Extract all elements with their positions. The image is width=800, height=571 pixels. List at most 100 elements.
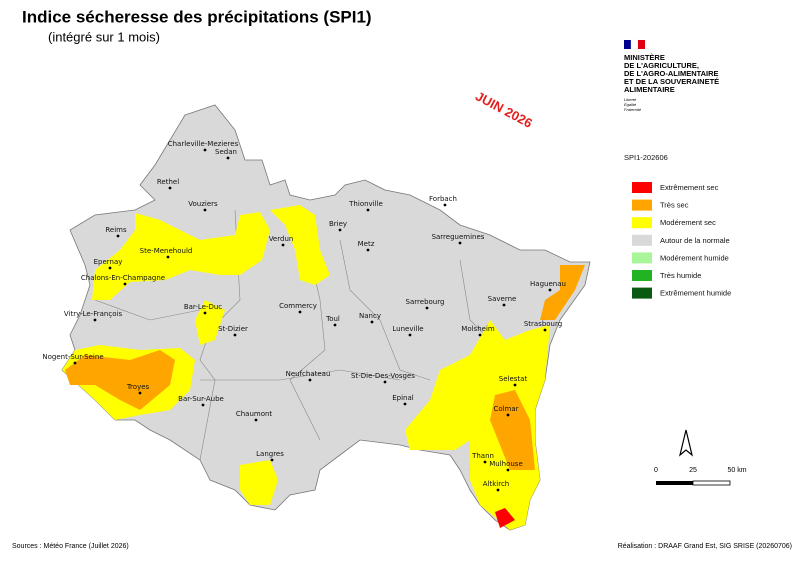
city-dot: [73, 361, 77, 365]
city-label: Altkirch: [483, 480, 510, 488]
dept-border: [200, 369, 401, 381]
city-label: Nogent-Sur-Seine: [42, 353, 103, 361]
city-label: Vouziers: [188, 200, 218, 208]
city-dot: [166, 255, 170, 259]
city-dot: [108, 266, 112, 270]
city-label: Charleville-Mezieres: [168, 140, 239, 148]
drought-zone: [92, 212, 270, 300]
legend-swatch: [632, 270, 652, 281]
flag-white: [630, 39, 639, 50]
city-label: Thann: [471, 452, 494, 460]
city-label: Haguenau: [530, 280, 566, 288]
drought-zone: [540, 265, 585, 320]
city-dot: [203, 148, 207, 152]
city-label: Sedan: [215, 148, 237, 156]
city-dot: [543, 328, 547, 332]
city-dot: [366, 208, 370, 212]
legend-title: SPI1-202606: [624, 153, 668, 162]
city-dot: [483, 460, 487, 464]
city-label: Langres: [256, 450, 284, 458]
drought-zone: [65, 350, 175, 410]
drought-zone: [240, 460, 278, 505]
city-dot: [123, 282, 127, 286]
city-label: Neufchateau: [286, 370, 331, 378]
legend-swatch: [632, 234, 652, 246]
city-label: Verdun: [269, 235, 294, 243]
city-label: Vitry-Le-François: [64, 310, 123, 318]
city-label: Troyes: [126, 383, 150, 391]
scale-label: 25: [689, 467, 697, 474]
city-dot: [116, 234, 120, 238]
city-label: Molsheim: [461, 325, 495, 333]
city-dot: [366, 248, 370, 252]
city-label: Sarreguemines: [432, 233, 485, 241]
city-dot: [233, 333, 237, 337]
credit: Réalisation : DRAAF Grand Est, SIG SRISE…: [618, 543, 792, 550]
city-dot: [333, 323, 337, 327]
city-label: Sarrebourg: [406, 298, 445, 306]
city-dot: [93, 318, 97, 322]
city-dot: [168, 186, 172, 190]
city-dot: [513, 383, 517, 387]
city-dot: [403, 402, 407, 406]
motto: Égalité: [624, 102, 637, 107]
city-dot: [506, 468, 510, 472]
city-dot: [443, 203, 447, 207]
city-label: Commercy: [279, 302, 317, 310]
city-label: Mulhouse: [489, 460, 523, 468]
date-stamp: JUIN 2026: [473, 88, 535, 130]
city-label: St-Dizier: [218, 325, 248, 333]
city-label: Colmar: [493, 405, 518, 413]
city-dot: [502, 303, 506, 307]
city-dot: [298, 310, 302, 314]
legend-label: Extrêmement humide: [660, 289, 731, 298]
city-dot: [458, 241, 462, 245]
city-dot: [203, 208, 207, 212]
city-label: Reims: [105, 226, 127, 234]
legend-swatch: [632, 287, 652, 299]
sources: Sources : Météo France (Juillet 2026): [12, 543, 129, 550]
city-label: Metz: [358, 240, 375, 248]
motto: Liberté: [624, 97, 637, 102]
legend-swatch: [632, 217, 652, 229]
city-dot: [254, 418, 258, 422]
city-dot: [308, 378, 312, 382]
legend-swatch: [632, 199, 652, 211]
city-label: Rethel: [157, 178, 179, 186]
city-label: Toul: [325, 315, 340, 323]
city-label: Bar-Le-Duc: [184, 303, 222, 311]
ministry-name: DE L'AGRO-ALIMENTAIRE: [624, 69, 719, 78]
city-dot: [496, 488, 500, 492]
city-dot: [138, 391, 142, 395]
legend-label: Modérement sec: [660, 218, 716, 227]
scale-label: 0: [654, 467, 658, 474]
city-label: Briey: [329, 220, 347, 228]
drought-zone: [195, 300, 225, 345]
ministry-name: ET DE LA SOUVERAINETÉ: [624, 77, 719, 86]
city-dot: [506, 413, 510, 417]
city-dot: [226, 156, 230, 160]
city-label: Ste-Menehould: [140, 247, 193, 255]
city-label: Luneville: [392, 325, 423, 333]
city-label: Epinal: [392, 394, 414, 402]
city-dot: [478, 333, 482, 337]
city-dot: [338, 228, 342, 232]
dept-border: [199, 209, 241, 461]
city-label: Chaumont: [236, 410, 273, 418]
city-label: Saverne: [488, 295, 517, 303]
city-label: Thionville: [348, 200, 383, 208]
legend-label: Autour de la normale: [660, 236, 730, 245]
city-label: Chalons-En-Champagne: [81, 274, 165, 282]
legend-label: Très sec: [660, 201, 689, 210]
city-label: Selestat: [499, 375, 528, 383]
ministry-name: DE L'AGRICULTURE,: [624, 61, 699, 70]
legend-swatch: [632, 252, 652, 264]
city-dot: [370, 320, 374, 324]
city-label: St-Die-Des-Vosges: [351, 372, 415, 380]
legend-label: Modérement humide: [660, 253, 729, 262]
city-dot: [201, 403, 205, 407]
ministry-name: ALIMENTAIRE: [624, 85, 675, 94]
title: Indice sécheresse des précipitations (SP…: [22, 7, 372, 26]
subtitle: (intégré sur 1 mois): [48, 29, 160, 44]
